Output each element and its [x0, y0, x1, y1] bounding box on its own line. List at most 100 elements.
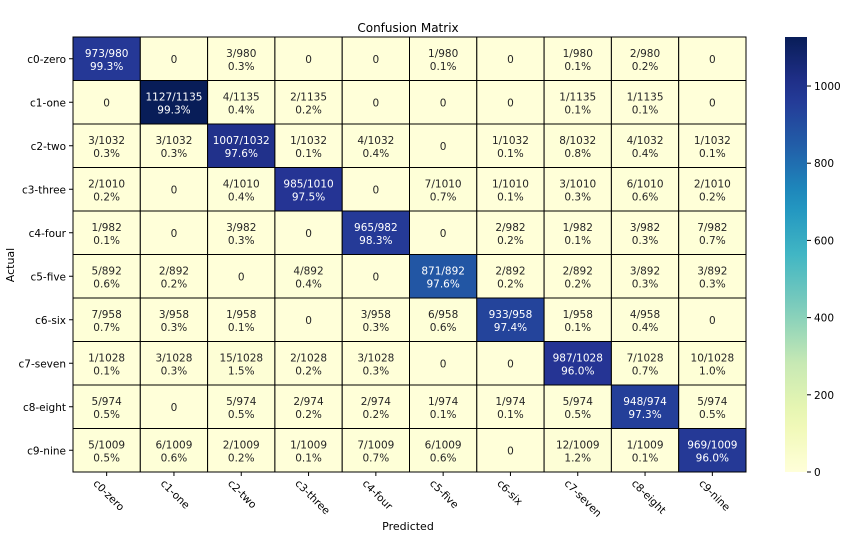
- cell-percent-label: 0.2%: [497, 235, 524, 247]
- cell-count-label: 7/958: [92, 309, 122, 321]
- cell-percent-label: 0.7%: [363, 452, 390, 464]
- heatmap-cell: [72, 254, 141, 299]
- heatmap-cell: [139, 384, 209, 429]
- heatmap-cell: [678, 80, 747, 125]
- cell-percent-label: 0.5%: [93, 409, 120, 421]
- heatmap-cell: [274, 384, 343, 429]
- cell-label: 0: [507, 358, 514, 370]
- cell-count-label: 3/958: [159, 309, 189, 321]
- cell-count-label: 7/1009: [357, 439, 394, 451]
- cell-label: 0: [709, 97, 716, 109]
- cell-percent-label: 97.6%: [426, 278, 459, 290]
- cell-label: 0: [440, 141, 447, 153]
- cell-count-label: 933/958: [489, 309, 533, 321]
- cell-percent-label: 0.1%: [228, 322, 255, 334]
- heatmap-cell: [207, 210, 276, 255]
- cell-percent-label: 0.4%: [363, 148, 390, 160]
- cell-count-label: 6/1009: [425, 439, 462, 451]
- cell-percent-label: 0.1%: [430, 61, 457, 73]
- cell-count-label: 3/982: [226, 222, 256, 234]
- cell-percent-label: 0.6%: [632, 191, 659, 203]
- heatmap-cell: [139, 36, 209, 81]
- heatmap-cell: [409, 254, 478, 299]
- heatmap-cell: [610, 123, 680, 168]
- cell-count-label: 4/958: [630, 309, 660, 321]
- heatmap-cell: [610, 428, 680, 473]
- heatmap-cell: [139, 341, 209, 386]
- chart-title: Confusion Matrix: [357, 21, 458, 35]
- cell-percent-label: 0.3%: [363, 365, 390, 377]
- cell-percent-label: 0.7%: [699, 235, 726, 247]
- cell-count-label: 3/892: [630, 265, 660, 277]
- row-tick-label: c6-six: [35, 315, 66, 327]
- heatmap-cell: [409, 167, 478, 212]
- row-tick-label: c3-three: [22, 184, 66, 196]
- cell-count-label: 1/1032: [492, 135, 529, 147]
- cell-count-label: 2/1135: [290, 91, 327, 103]
- colorbar-tick-label: 600: [814, 235, 834, 247]
- heatmap-cell: [409, 297, 478, 342]
- cell-percent-label: 0.2%: [295, 365, 322, 377]
- heatmap-cell: [543, 36, 612, 81]
- heatmap-cell: [341, 428, 411, 473]
- cell-label: 0: [238, 271, 245, 283]
- cell-label: 0: [373, 271, 380, 283]
- heatmap-cell: [409, 341, 478, 386]
- cell-label: 0: [373, 184, 380, 196]
- cell-count-label: 1/1028: [88, 352, 125, 364]
- heatmap-cell: [610, 384, 680, 429]
- cell-count-label: 2/892: [495, 265, 525, 277]
- heatmap-cell: [274, 297, 343, 342]
- cell-count-label: 1/1135: [627, 91, 664, 103]
- cell-percent-label: 0.6%: [93, 278, 120, 290]
- cell-count-label: 2/1010: [88, 178, 125, 190]
- heatmap-cell: [409, 36, 478, 81]
- cell-count-label: 3/1032: [155, 135, 192, 147]
- heatmap-cell: [341, 384, 411, 429]
- cell-percent-label: 0.2%: [93, 191, 120, 203]
- heatmap-cell: [678, 167, 747, 212]
- cell-count-label: 4/1032: [627, 135, 664, 147]
- heatmap-cell: [274, 80, 343, 125]
- colorbar-tick-label: 800: [814, 158, 834, 170]
- row-tick-label: c4-four: [29, 228, 67, 240]
- heatmap-cell: [476, 123, 545, 168]
- cell-percent-label: 0.7%: [430, 191, 457, 203]
- heatmap-cell: [476, 167, 545, 212]
- cell-percent-label: 0.3%: [632, 278, 659, 290]
- heatmap-cell: [543, 428, 612, 473]
- cell-percent-label: 0.2%: [228, 452, 255, 464]
- cell-percent-label: 0.6%: [161, 452, 188, 464]
- cell-percent-label: 97.3%: [628, 409, 661, 421]
- heatmap-cell: [476, 384, 545, 429]
- cell-percent-label: 97.5%: [292, 191, 325, 203]
- heatmap-cell: [610, 297, 680, 342]
- heatmap-cell: [72, 428, 141, 473]
- cell-percent-label: 0.2%: [564, 278, 591, 290]
- cell-percent-label: 0.6%: [430, 322, 457, 334]
- heatmap-cell: [409, 428, 478, 473]
- cell-label: 0: [171, 228, 178, 240]
- col-tick-label: c6-six: [494, 478, 524, 508]
- col-tick-label: c2-two: [225, 478, 258, 511]
- cell-count-label: 1/982: [563, 222, 593, 234]
- cell-count-label: 985/1010: [283, 178, 333, 190]
- cell-count-label: 2/974: [293, 396, 324, 408]
- cell-label: 0: [373, 54, 380, 66]
- cell-count-label: 5/974: [92, 396, 123, 408]
- cell-count-label: 5/974: [226, 396, 257, 408]
- col-tick-label: c9-nine: [696, 478, 732, 514]
- cell-count-label: 3/1028: [155, 352, 192, 364]
- colorbar-tick-label: 400: [814, 313, 834, 325]
- cell-percent-label: 98.3%: [359, 235, 392, 247]
- colorbar-tick-label: 1000: [814, 81, 841, 93]
- cell-percent-label: 0.5%: [228, 409, 255, 421]
- cell-count-label: 2/1028: [290, 352, 327, 364]
- heatmap-cell: [72, 167, 141, 212]
- cell-percent-label: 0.1%: [295, 452, 322, 464]
- heatmap-cell: [678, 123, 747, 168]
- cell-percent-label: 99.3%: [90, 61, 123, 73]
- heatmap-cell: [610, 80, 680, 125]
- cell-count-label: 1/1009: [290, 439, 327, 451]
- cell-count-label: 7/1010: [425, 178, 462, 190]
